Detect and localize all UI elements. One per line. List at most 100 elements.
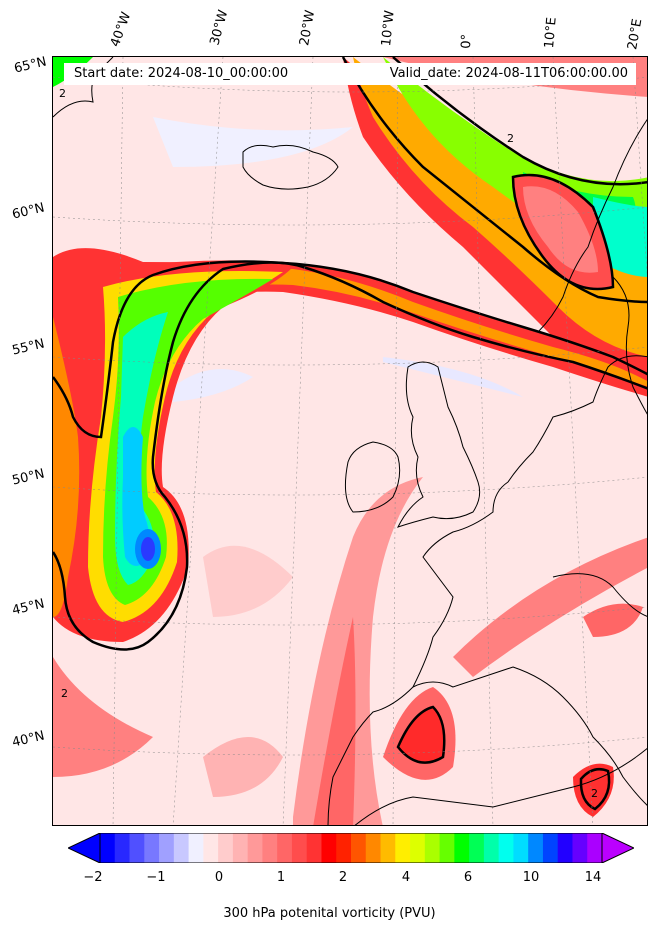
contour-label: 2 <box>507 132 514 145</box>
lat-label: 65°N <box>12 54 49 77</box>
pv-max <box>141 537 155 561</box>
pv-2-contour <box>341 57 647 304</box>
colorbar-tick: 4 <box>401 870 411 885</box>
coast-mediterranean <box>412 666 647 806</box>
low-pv-patch <box>173 369 253 402</box>
colorbar-tick: 0 <box>214 870 224 885</box>
colorbar-bin <box>483 833 500 863</box>
colorbar-tick: 2 <box>338 870 348 885</box>
colorbar-bin <box>277 833 293 863</box>
colorbar-bin <box>469 833 485 863</box>
colorbar-under-extend <box>68 833 101 863</box>
colorbar-bin <box>424 833 440 863</box>
colorbar-tick: −1 <box>146 870 166 885</box>
low-pv-patch <box>383 357 523 397</box>
colorbar-bin <box>144 833 160 863</box>
colorbar-bin <box>114 833 130 863</box>
colorbar <box>68 833 634 863</box>
contour-label: 2 <box>59 87 66 100</box>
valid-date-text: Valid_date: 2024-08-11T06:00:00.00 <box>389 66 628 81</box>
colorbar-tick: 10 <box>522 870 540 885</box>
colorbar-bin <box>351 833 367 863</box>
colorbar-bin <box>587 833 603 863</box>
colorbar-bin <box>321 833 337 863</box>
lon-label: 20°W <box>297 9 319 48</box>
colorbar-bin <box>100 833 116 863</box>
coast-continent-west <box>327 355 647 825</box>
coast-great-britain <box>397 361 481 528</box>
pv-2-contour <box>579 768 611 811</box>
map-panel: 2 2 2 2 <box>52 56 648 826</box>
lat-label: 45°N <box>10 596 47 619</box>
colorbar-bin <box>542 833 559 863</box>
colorbar-bin <box>439 833 455 863</box>
colorbar-bin <box>218 833 234 863</box>
low-pv-patch <box>153 117 353 167</box>
lon-label: 10°W <box>379 9 398 48</box>
colorbar-tick: 14 <box>584 870 602 885</box>
lon-label: 20°E <box>625 17 646 52</box>
colorbar-bin <box>365 833 381 863</box>
contour-label: 2 <box>61 687 68 700</box>
pv-2-contour <box>53 261 647 651</box>
coast-italy <box>552 573 647 617</box>
colorbar-bin <box>159 833 175 863</box>
pv-streamer <box>313 617 356 825</box>
colorbar-bin <box>247 833 263 863</box>
pv-field-map: 2 2 2 2 <box>53 57 647 825</box>
start-date-text: Start date: 2024-08-10_00:00:00 <box>74 66 289 81</box>
lon-label: 10°E <box>542 16 560 50</box>
pv-blob <box>398 707 445 763</box>
pv-streamer <box>293 477 423 825</box>
coast-ireland <box>344 441 401 513</box>
colorbar-bin <box>129 833 145 863</box>
pv-patch <box>203 545 293 617</box>
colorbar-bin <box>557 833 573 863</box>
colorbar-bin <box>188 833 204 863</box>
pv-streamer <box>53 657 153 777</box>
pv-2-contour <box>396 705 446 764</box>
colorbar-frame <box>99 833 603 863</box>
pv-2-contour <box>53 260 647 439</box>
colorbar-bin <box>513 833 529 863</box>
colorbar-tick: 6 <box>463 870 473 885</box>
pv-2-contour <box>511 173 615 291</box>
colorbar-bin <box>572 833 588 863</box>
coast-north-africa <box>354 747 647 825</box>
coast-iceland <box>242 144 339 190</box>
coast-norway <box>537 119 647 333</box>
colorbar-tick: 1 <box>276 870 286 885</box>
colorbar-bin <box>410 833 426 863</box>
colorbar-bin <box>454 833 470 863</box>
coast-baltic <box>612 276 647 415</box>
pv-streamer <box>453 537 647 677</box>
colorbar-bin <box>395 833 411 863</box>
colorbar-bin <box>203 833 219 863</box>
colorbar-over-extend <box>601 833 634 863</box>
date-info-box: Start date: 2024-08-10_00:00:00 Valid_da… <box>64 63 636 85</box>
pv-patch <box>203 737 283 797</box>
colorbar-bin <box>262 833 278 863</box>
colorbar-label: 300 hPa potenital vorticity (PVU) <box>223 906 436 921</box>
lat-label: 50°N <box>10 466 47 489</box>
colorbar-bin <box>306 833 322 863</box>
lon-label: 30°W <box>207 8 232 47</box>
colorbar-bin <box>380 833 396 863</box>
pv-tongue <box>523 186 598 273</box>
lon-label: 40°W <box>107 10 135 49</box>
colorbar-bin <box>528 833 544 863</box>
trough-west-edge <box>53 317 80 617</box>
colorbar-bin <box>173 833 189 863</box>
contour-label: 2 <box>591 787 598 800</box>
lon-label: 0° <box>459 33 475 49</box>
lat-label: 60°N <box>10 200 47 223</box>
colorbar-bin <box>232 833 249 863</box>
colorbar-bin <box>336 833 352 863</box>
lat-label: 55°N <box>10 336 47 359</box>
colorbar-bin <box>498 833 514 863</box>
colorbar-bin <box>291 833 308 863</box>
lat-label: 40°N <box>10 728 47 751</box>
colorbar-tick: −2 <box>83 870 103 885</box>
graticule <box>53 57 647 825</box>
pv-2-contour <box>392 57 647 186</box>
